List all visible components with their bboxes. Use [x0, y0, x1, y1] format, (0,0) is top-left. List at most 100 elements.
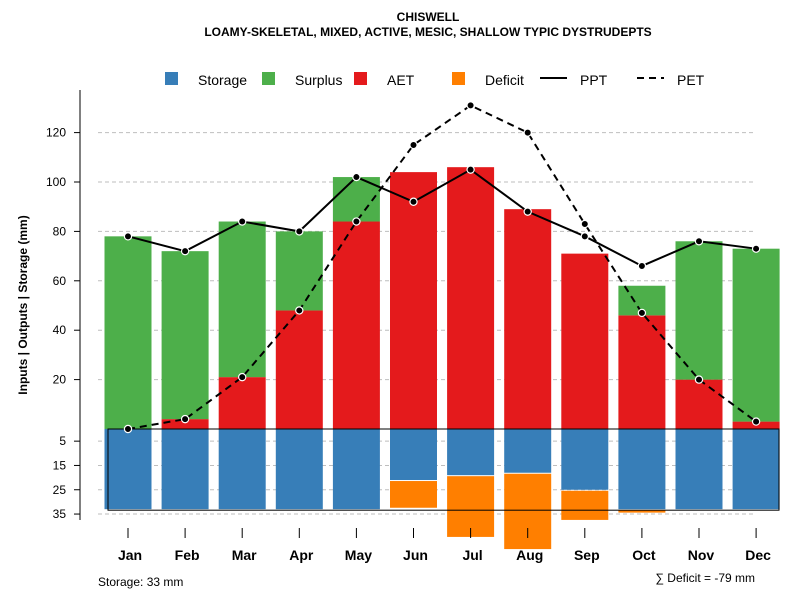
legend-label: PET [677, 72, 705, 88]
ppt-point [523, 207, 532, 216]
y-tick-label: 40 [53, 323, 67, 337]
x-tick-label: Oct [632, 547, 656, 563]
pet-point [352, 217, 361, 226]
pet-point [123, 424, 133, 434]
x-tick-label: Nov [688, 547, 715, 563]
pet-point [580, 219, 590, 229]
x-tick-label: Jun [403, 547, 428, 563]
storage-bar [447, 429, 495, 476]
x-tick-label: May [345, 547, 372, 563]
legend-swatch [354, 72, 367, 85]
surplus-bar [275, 231, 323, 311]
storage-bar [332, 429, 380, 510]
deficit-note: ∑ Deficit = -79 mm [655, 571, 755, 585]
chart-subtitle: LOAMY-SKELETAL, MIXED, ACTIVE, MESIC, SH… [204, 25, 651, 39]
legend-swatch [452, 72, 465, 85]
pet-point [295, 306, 304, 315]
legend-label: Surplus [295, 72, 342, 88]
pet-point [637, 308, 647, 318]
aet-bar [447, 167, 495, 429]
storage-bar [504, 429, 552, 473]
ppt-point [295, 227, 304, 236]
legend-swatch [262, 72, 275, 85]
x-tick-label: Jul [462, 547, 482, 563]
storage-bar [675, 429, 723, 510]
series-lines [123, 101, 761, 434]
ppt-point [352, 172, 361, 182]
deficit-bar [561, 490, 609, 520]
legend: Storage Surplus AET Deficit PPT PET [165, 72, 705, 88]
y-tick-label: 15 [53, 458, 67, 472]
deficit-bar [390, 481, 437, 508]
pet-point [694, 375, 704, 384]
aet-bar [390, 172, 437, 429]
surplus-bar [675, 241, 723, 380]
pet-point [180, 414, 190, 424]
aet-bar [332, 221, 380, 429]
y-tick-label: 60 [53, 274, 67, 288]
x-tick-label: Sep [574, 547, 600, 563]
storage-bar [161, 429, 209, 510]
storage-bar [618, 429, 666, 510]
y-axis-label: Inputs | Outputs | Storage (mm) [16, 215, 30, 394]
pet-point [237, 372, 247, 382]
legend-label: PPT [580, 72, 608, 88]
aet-bar [675, 379, 723, 429]
pet-point [409, 140, 418, 150]
x-tick-label: Jan [118, 547, 142, 563]
y-tick-label: 35 [53, 507, 67, 521]
surplus-bar [161, 251, 209, 420]
storage-bar [561, 429, 609, 490]
ppt-point [123, 232, 133, 241]
storage-bar [390, 429, 437, 481]
legend-label: Storage [198, 72, 247, 88]
pet-point [751, 417, 761, 426]
surplus-bar [732, 248, 780, 422]
surplus-bar [104, 236, 152, 429]
x-tick-label: Feb [175, 547, 200, 563]
y-tick-label: 20 [53, 373, 67, 387]
storage-bar [732, 429, 780, 510]
chart-title: CHISWELL [397, 10, 460, 24]
legend-label: Deficit [485, 72, 524, 88]
y-tick-label: 120 [46, 126, 66, 140]
x-tick-label: Aug [516, 547, 543, 563]
x-tick-label: Dec [745, 547, 771, 563]
pet-point [466, 101, 475, 110]
ppt-line [127, 168, 757, 268]
deficit-bar [618, 510, 666, 513]
ppt-point [694, 237, 704, 246]
axes: 20 40 60 80 100 120 5 15 25 35 Jan Feb Mar Apr May Jun J… [46, 90, 771, 563]
deficit-bar [447, 476, 495, 537]
y-tick-label: 25 [53, 483, 67, 497]
surplus-bar [218, 221, 266, 378]
ppt-point [466, 165, 475, 174]
aet-bar [618, 315, 666, 429]
x-tick-label: Mar [232, 547, 257, 563]
legend-label: AET [387, 72, 415, 88]
ppt-point [580, 232, 590, 241]
y-tick-label: 80 [53, 224, 67, 238]
storage-capacity-box [107, 428, 780, 511]
ppt-point [237, 217, 247, 226]
pet-point [523, 128, 532, 137]
legend-swatch [165, 72, 178, 85]
bars [104, 167, 780, 550]
storage-bar [104, 429, 152, 510]
storage-bar [275, 429, 323, 510]
aet-bar [561, 253, 609, 429]
aet-bar [161, 419, 209, 429]
ppt-point [751, 244, 761, 253]
aet-bar [504, 209, 552, 429]
aet-bar [275, 310, 323, 429]
y-tick-label: 5 [59, 434, 66, 448]
ppt-point [409, 197, 418, 206]
ppt-point [637, 261, 647, 271]
aet-bar [218, 377, 266, 429]
storage-bar [218, 429, 266, 510]
x-tick-label: Apr [289, 547, 314, 563]
y-tick-label: 100 [46, 175, 66, 189]
storage-note: Storage: 33 mm [98, 575, 183, 589]
ppt-point [180, 246, 190, 256]
